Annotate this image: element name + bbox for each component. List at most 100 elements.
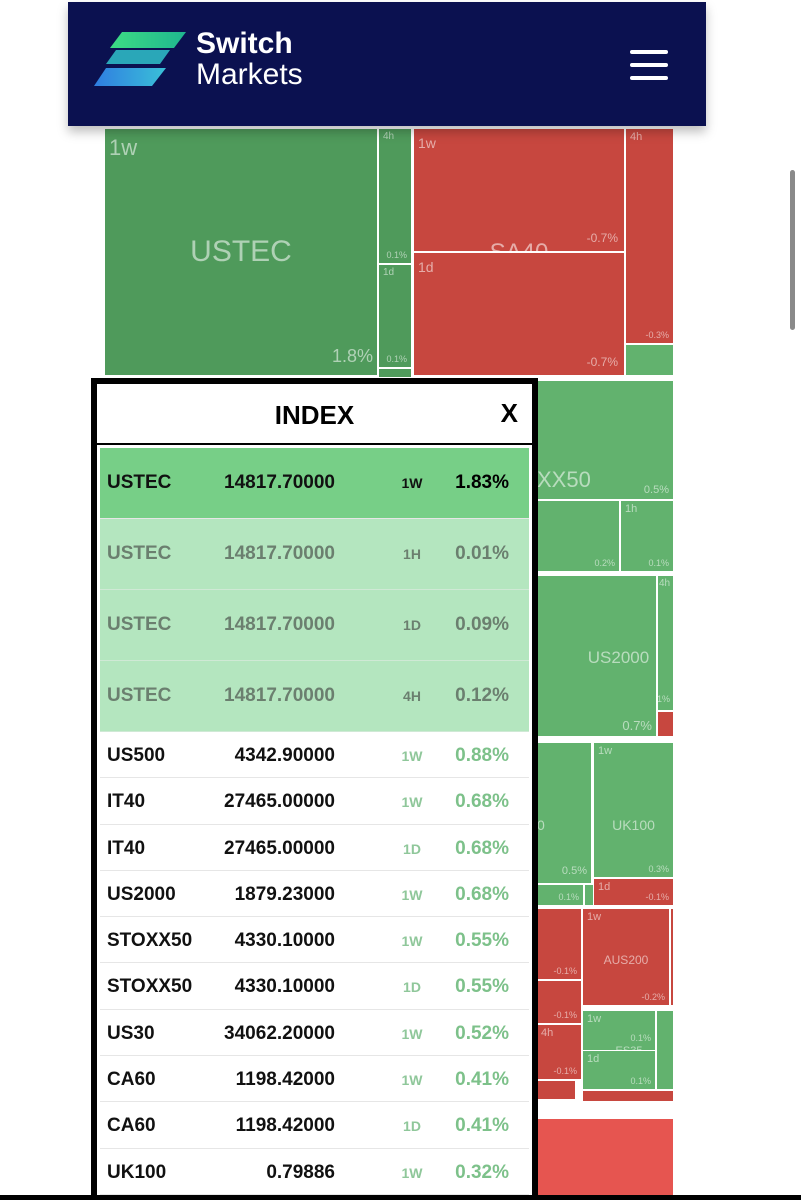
tile-timeframe: 4h [541,1027,554,1039]
heatmap-tile-us2000-1w[interactable]: US2000 0.7% [536,575,657,737]
tile-timeframe: 4h [659,578,671,589]
index-list: USTEC 14817.70000 1W 1.83% USTEC 14817.70000 1… [100,448,529,1195]
heatmap-tile-uk100-sub2[interactable]: 0.1% [536,884,584,906]
row-change: 0.32% [455,1161,509,1183]
heatmap-tile-red-b[interactable]: -0.1% [536,980,582,1024]
index-row[interactable]: IT40 27465.00000 1W 0.68% [100,778,529,825]
index-row[interactable]: USTEC 14817.70000 1W 1.83% [100,448,529,519]
heatmap-tile-stoxx50-sub[interactable]: 0.2% [536,500,620,572]
tile-name: AUS200 [603,953,649,967]
row-price: 4330.10000 [234,930,335,952]
heatmap-tile-uk100-1d[interactable]: 1d -0.1% [593,878,674,906]
heatmap-tile-sa40-1w[interactable]: 1w SA40 -0.7% [413,128,625,252]
row-change: 0.88% [455,745,509,766]
tile-name: US2000 [587,648,650,667]
heatmap-tile-ustec-4h[interactable]: 4h 0.1% [378,128,412,264]
heatmap-tile-red-c[interactable]: 4h -0.1% [536,1024,582,1080]
heatmap-tile-small[interactable] [656,1010,674,1090]
row-change: 0.55% [455,976,509,998]
heatmap-tile-us2000-4h[interactable]: 4h 1% [657,575,674,711]
row-timeframe: 1W [401,748,423,764]
index-row[interactable]: UK100 0.79886 1W 0.32% [100,1149,529,1195]
tile-percent: 0.1% [386,250,407,260]
row-price: 4330.10000 [234,976,335,998]
heatmap-tile-small[interactable] [625,344,674,376]
heatmap-tile-es35-1d[interactable]: 1d 0.1% [582,1050,656,1090]
heatmap-tile-bottom[interactable] [536,1118,674,1200]
index-panel: INDEX X USTEC 14817.70000 1W 1.83% USTEC 1481… [91,378,538,1200]
tile-timeframe: 1w [418,135,436,151]
row-price: 14817.70000 [224,685,335,706]
tile-timeframe: 1w [598,745,613,757]
index-row[interactable]: STOXX50 4330.10000 1D 0.55% [100,963,529,1010]
heatmap-tile-small[interactable] [657,711,674,737]
row-change: 0.52% [455,1022,509,1044]
row-price: 14817.70000 [224,614,335,635]
tile-timeframe: 1w [587,911,602,923]
row-timeframe: 1H [403,546,421,562]
heatmap-tile-sa40-1d[interactable]: 1d -0.7% [413,252,625,376]
tile-timeframe: 1w [109,135,138,160]
row-symbol: USTEC [107,472,172,493]
tile-timeframe: 1d [418,259,434,275]
index-row[interactable]: USTEC 14817.70000 1H 0.01% [100,519,529,590]
row-symbol: STOXX50 [107,930,193,952]
heatmap-tile-red-a[interactable]: -0.1% [536,908,582,980]
brand-name[interactable]: Switch Markets [196,28,303,90]
index-row[interactable]: US30 34062.20000 1W 0.52% [100,1010,529,1057]
site-header: Switch Markets [68,2,706,126]
row-change: 0.55% [455,930,509,952]
index-row[interactable]: US2000 1879.23000 1W 0.68% [100,871,529,918]
heatmap-tile-stoxx50-1h[interactable]: 1h 0.1% [620,500,674,572]
tile-percent: 0.2% [594,558,615,568]
row-price: 27465.00000 [224,837,335,859]
index-row[interactable]: IT40 27465.00000 1D 0.68% [100,825,529,871]
index-row[interactable]: CA60 1198.42000 1D 0.41% [100,1102,529,1149]
index-row[interactable]: USTEC 14817.70000 4H 0.12% [100,661,529,732]
tile-timeframe: 1d [598,881,611,893]
row-price: 14817.70000 [224,472,335,493]
index-row[interactable]: US500 4342.90000 1W 0.88% [100,732,529,779]
row-change: 1.83% [455,472,509,493]
hamburger-menu-icon[interactable] [630,50,670,80]
tile-percent: 1.8% [331,346,373,366]
tile-percent: 0.1% [386,354,407,364]
row-symbol: CA60 [107,1069,156,1091]
heatmap-tile-ustec-1d[interactable]: 1d 0.1% [378,264,412,368]
heatmap-tile-sa40-4h[interactable]: 4h -0.3% [625,128,674,344]
row-timeframe: 1W [401,1072,423,1089]
tile-percent: 0.1% [630,1033,651,1043]
tile-percent: 0.5% [561,865,587,877]
heatmap-tile-ustec-1w[interactable]: 1w USTEC 1.8% [104,128,378,376]
index-row[interactable]: CA60 1198.42000 1W 0.41% [100,1056,529,1103]
heatmap-tile-aus200-1w[interactable]: 1w AUS200 -0.2% [582,908,670,1006]
row-timeframe: 1D [403,979,421,996]
tile-percent: -0.7% [586,355,618,369]
row-change: 0.41% [455,1069,509,1091]
heatmap-tile-uk100-sub[interactable]: 0 0.5% [536,742,592,884]
heatmap-tile-small[interactable] [536,1080,576,1100]
heatmap-tile-uk100-1w[interactable]: 1w UK100 0.3% [593,742,674,878]
heatmap-tile-stoxx50-1w[interactable]: XX50 0.5% [536,380,674,500]
row-price: 0.79886 [266,1161,335,1183]
heatmap-tile-small[interactable] [670,908,674,1006]
row-change: 0.68% [455,791,509,813]
tile-percent: 0.7% [622,718,652,733]
tile-timeframe: 1d [383,267,395,278]
tile-percent: 0.5% [643,484,669,496]
index-row[interactable]: STOXX50 4330.10000 1W 0.55% [100,917,529,964]
heatmap-tile-small[interactable] [582,1090,674,1102]
index-row[interactable]: USTEC 14817.70000 1D 0.09% [100,590,529,661]
tile-percent: 0.3% [648,864,669,874]
page-scrollbar[interactable] [790,170,795,330]
row-symbol: CA60 [107,1115,156,1137]
row-symbol: STOXX50 [107,976,193,998]
tile-name: UK100 [612,817,655,833]
brand-logo[interactable] [94,30,314,92]
row-change: 0.41% [455,1115,509,1137]
heatmap-tile-small[interactable] [378,368,412,378]
close-button[interactable]: X [500,398,518,428]
row-price: 1879.23000 [234,883,335,905]
